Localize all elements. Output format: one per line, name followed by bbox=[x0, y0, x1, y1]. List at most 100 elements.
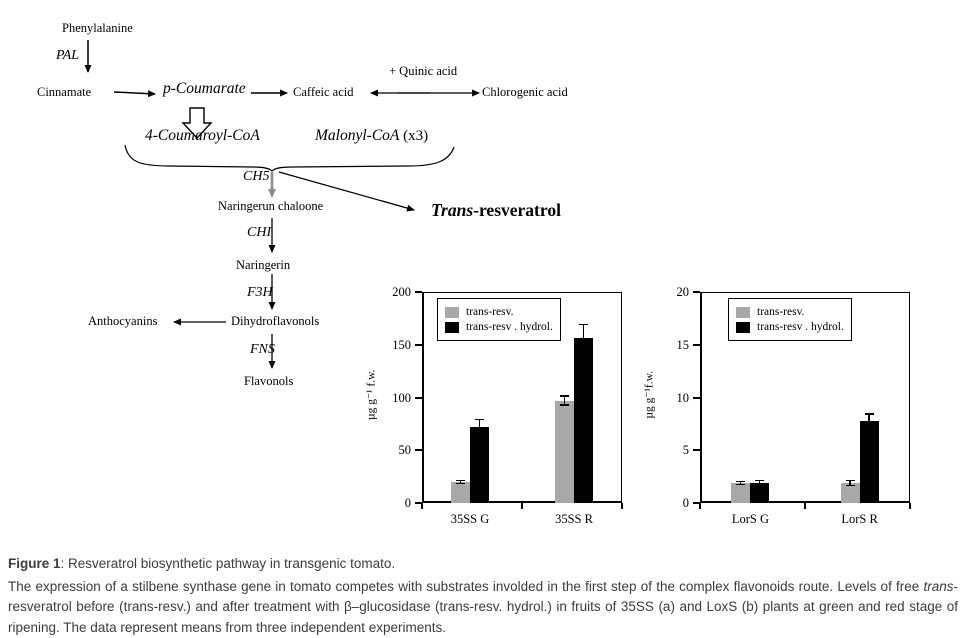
node-flavonols: Flavonols bbox=[244, 374, 294, 388]
legend-entry: trans-resv. bbox=[445, 306, 553, 319]
arrow-cinnamate-pcoumarate bbox=[113, 90, 156, 98]
legend-swatch bbox=[445, 307, 459, 319]
y-tick-mark bbox=[415, 396, 422, 399]
y-tick-mark bbox=[693, 396, 700, 399]
x-tick-mark bbox=[699, 503, 701, 509]
bar-chart-lors: 0 5 10 15 20 LorS G LorS R µg g⁻¹f.w. trans-resv… bbox=[638, 280, 963, 538]
node-trans-resveratrol: Trans-resveratrol bbox=[431, 200, 561, 220]
bar-trans-resv-hydrol bbox=[574, 338, 593, 503]
x-category-label: LorS R bbox=[841, 512, 878, 526]
legend-swatch bbox=[736, 307, 750, 319]
error-bar-cap-bottom bbox=[845, 484, 855, 487]
y-axis-label: µg g⁻¹ f.w. bbox=[365, 368, 378, 420]
enzyme-pal: PAL bbox=[56, 48, 80, 63]
label-quinic-acid: + Quinic acid bbox=[389, 64, 458, 78]
node-4-coumaroyl-coa: 4-Coumaroyl-CoA bbox=[145, 127, 260, 144]
legend-entry: trans-resv . hydrol. bbox=[736, 320, 844, 334]
y-tick-mark bbox=[693, 291, 700, 293]
bar-trans-resv-hydrol bbox=[750, 482, 770, 503]
error-bar-line bbox=[459, 479, 461, 484]
node-caffeic-acid: Caffeic acid bbox=[293, 85, 354, 99]
error-bar-cap-bottom bbox=[755, 484, 765, 487]
error-bar-cap-bottom bbox=[736, 483, 746, 486]
bar-trans-resv bbox=[731, 482, 751, 503]
node-naringenin: Naringerin bbox=[236, 258, 291, 272]
error-bar-line bbox=[758, 479, 761, 487]
error-bar-cap-top bbox=[845, 479, 855, 482]
caption-figure-number: Figure 1 bbox=[8, 556, 61, 571]
enzyme-chi: CHI bbox=[247, 225, 272, 240]
y-tick-label: 200 bbox=[392, 285, 411, 299]
x-tick-mark bbox=[421, 503, 423, 509]
caption-body-trans-italic: trans bbox=[923, 579, 954, 594]
node-p-coumarate: p-Coumarate bbox=[163, 80, 246, 97]
bar-trans-resv-hydrol bbox=[859, 420, 879, 503]
x-tick-mark bbox=[804, 503, 806, 509]
caption-title: Figure 1: Resveratrol biosynthetic pathw… bbox=[8, 556, 958, 571]
y-axis-label: µg g⁻¹f.w. bbox=[643, 370, 656, 419]
caption-body-part2: -resveratrol before (trans-resv.) and af… bbox=[8, 579, 958, 635]
x-category-label: 35SS G bbox=[450, 512, 490, 526]
legend-label: trans-resv . hydrol. bbox=[757, 320, 844, 333]
bar-chart-35ss: 0 50 100 150 200 35SS G 35SS R µg g⁻¹ f.w. trans… bbox=[348, 280, 680, 538]
caption-body-part1: The expression of a stilbene synthase ge… bbox=[8, 579, 924, 594]
trans-resveratrol-rest: -resveratrol bbox=[473, 200, 561, 220]
node-phenylalanine: Phenylalanine bbox=[62, 21, 133, 35]
error-bar-cap-bottom bbox=[456, 482, 465, 484]
chart-legend: trans-resv. trans-resv . hydrol. bbox=[437, 298, 561, 341]
enzyme-ch5: CH5 bbox=[243, 169, 270, 184]
legend-entry: trans-resv. bbox=[736, 306, 844, 319]
figure-caption: Figure 1: Resveratrol biosynthetic pathw… bbox=[8, 556, 958, 638]
error-bar-cap-top bbox=[560, 395, 569, 397]
enzyme-f3h: F3H bbox=[247, 285, 273, 300]
bar-trans-resv bbox=[840, 482, 860, 503]
legend-swatch bbox=[736, 321, 750, 333]
error-bar-line bbox=[868, 413, 870, 429]
error-bar-line bbox=[478, 418, 480, 436]
x-tick-mark bbox=[621, 503, 623, 509]
node-chlorogenic-acid: Chlorogenic acid bbox=[482, 85, 568, 99]
node-malonyl-coa: Malonyl-CoA (x3) bbox=[315, 127, 428, 145]
error-bar-line bbox=[739, 480, 742, 486]
bar-trans-resv-hydrol bbox=[470, 427, 489, 503]
error-bar-cap-bottom bbox=[864, 426, 874, 429]
malonyl-coa-mult: (x3) bbox=[399, 128, 429, 144]
x-tick-mark bbox=[909, 503, 911, 509]
error-bar-line bbox=[563, 395, 565, 406]
legend-swatch bbox=[445, 321, 459, 333]
y-tick-label: 100 bbox=[392, 390, 411, 405]
y-tick-mark bbox=[415, 502, 422, 504]
error-bar-cap-bottom bbox=[579, 351, 588, 354]
y-tick-label: 15 bbox=[676, 337, 690, 352]
legend-label: trans-resv. bbox=[466, 306, 514, 318]
y-tick-label: 5 bbox=[682, 443, 689, 458]
malonyl-coa-name: Malonyl-CoA bbox=[315, 127, 400, 144]
legend-entry: trans-resv . hydrol. bbox=[445, 320, 553, 334]
y-tick-mark bbox=[693, 502, 700, 504]
bar-trans-resv bbox=[555, 400, 574, 503]
y-tick-label: 50 bbox=[398, 443, 412, 458]
error-bar-line bbox=[849, 479, 851, 487]
enzyme-fns: FNS bbox=[250, 342, 275, 357]
y-tick-label: 150 bbox=[392, 337, 411, 352]
y-tick-mark bbox=[415, 291, 422, 293]
node-naringenin-chalcone: Naringerun chaloone bbox=[218, 199, 324, 213]
caption-body: The expression of a stilbene synthase ge… bbox=[8, 577, 958, 638]
node-anthocyanins: Anthocyanins bbox=[88, 314, 158, 328]
error-bar-cap-top bbox=[475, 418, 484, 421]
bar-trans-resv bbox=[451, 481, 470, 503]
error-bar-cap-top bbox=[755, 479, 765, 482]
legend-label: trans-resv. bbox=[757, 306, 805, 318]
x-tick-mark bbox=[521, 503, 523, 509]
error-bar-cap-bottom bbox=[560, 404, 569, 406]
x-category-label: 35SS R bbox=[555, 512, 593, 526]
trans-resveratrol-italic: Trans bbox=[431, 200, 474, 220]
error-bar-cap-bottom bbox=[475, 433, 484, 436]
y-tick-mark bbox=[415, 449, 422, 452]
y-tick-mark bbox=[415, 343, 422, 346]
y-tick-mark bbox=[693, 343, 700, 346]
error-bar-cap-top bbox=[456, 479, 465, 482]
legend-label: trans-resv . hydrol. bbox=[466, 320, 553, 333]
x-category-label: LorS G bbox=[731, 512, 769, 526]
